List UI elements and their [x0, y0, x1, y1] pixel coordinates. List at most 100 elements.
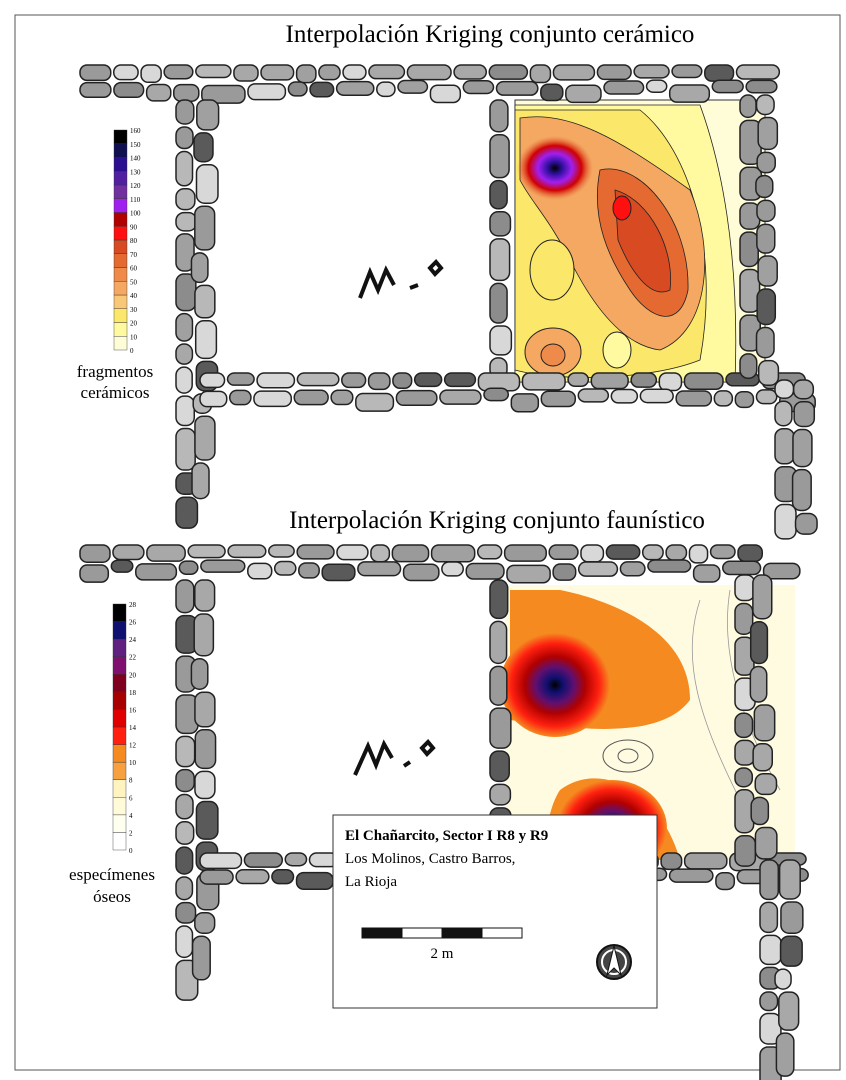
- stone: [80, 65, 111, 80]
- stone: [490, 784, 510, 804]
- stone: [164, 65, 193, 79]
- stone: [393, 373, 412, 388]
- stone: [634, 65, 669, 78]
- stone: [415, 373, 442, 386]
- stone: [740, 232, 758, 266]
- stone: [758, 256, 777, 286]
- legend-swatch: [113, 622, 126, 640]
- stone: [200, 391, 227, 406]
- legend-tick-label: 0: [130, 347, 134, 355]
- figure: Interpolación Kriging conjunto cerámico …: [0, 0, 846, 1080]
- stone: [530, 65, 550, 83]
- stone: [750, 667, 766, 703]
- stone: [631, 373, 656, 387]
- legend-swatch: [113, 639, 126, 657]
- stone: [511, 394, 538, 412]
- stone: [179, 561, 197, 574]
- legend-swatch: [114, 171, 127, 185]
- stone: [111, 560, 132, 572]
- legend-swatch: [113, 674, 126, 692]
- stone: [269, 545, 294, 557]
- stone: [200, 853, 241, 868]
- stone: [297, 65, 316, 83]
- stone: [297, 545, 334, 559]
- legend-swatch: [113, 727, 126, 745]
- stone: [735, 740, 755, 765]
- legend-swatch: [114, 199, 127, 213]
- stone: [288, 82, 307, 96]
- stone: [200, 373, 225, 387]
- stone: [297, 873, 333, 890]
- scale-bar: [402, 928, 442, 938]
- stone: [80, 565, 108, 582]
- legend-tick-label: 160: [130, 127, 141, 135]
- stone: [775, 969, 791, 989]
- stone: [297, 373, 338, 386]
- legend-tick-label: 4: [129, 812, 133, 820]
- stone: [760, 902, 777, 932]
- legend-tick-label: 8: [129, 777, 133, 785]
- stone: [738, 545, 762, 561]
- stone: [758, 117, 777, 149]
- legend-swatch: [114, 213, 127, 227]
- legend-tick-label: 16: [129, 706, 137, 714]
- stone: [248, 563, 272, 578]
- stone: [228, 545, 266, 557]
- stone: [735, 768, 752, 787]
- stone: [490, 212, 510, 236]
- stone: [463, 81, 493, 94]
- stone: [484, 388, 508, 400]
- legend-swatch: [113, 604, 126, 622]
- stone: [248, 84, 285, 100]
- stone: [398, 81, 427, 94]
- legend-label: fragmentos: [77, 362, 153, 381]
- scale-bar: [442, 928, 482, 938]
- legend-tick-label: 120: [130, 182, 141, 190]
- stone: [490, 239, 510, 281]
- stone: [756, 176, 773, 198]
- stone: [430, 85, 460, 102]
- stone: [604, 81, 644, 94]
- legend-tick-label: 150: [130, 141, 141, 149]
- stone: [396, 391, 436, 406]
- stone: [647, 80, 667, 92]
- stone: [676, 391, 711, 406]
- legend-swatch: [114, 240, 127, 254]
- stone: [195, 913, 215, 933]
- legend-swatch: [113, 815, 126, 833]
- stone: [672, 65, 702, 78]
- stone: [194, 614, 213, 656]
- stone: [176, 344, 192, 364]
- stone: [775, 380, 794, 398]
- stone: [489, 65, 527, 79]
- stone: [794, 380, 814, 399]
- legend-tick-label: 130: [130, 168, 141, 176]
- legend-tick-label: 14: [129, 724, 137, 732]
- stone: [796, 513, 818, 534]
- legend-tick-label: 100: [130, 210, 141, 218]
- stone: [236, 870, 269, 884]
- stone: [147, 84, 171, 100]
- legend-swatch: [113, 745, 126, 763]
- legend-swatch: [114, 268, 127, 282]
- stone: [753, 744, 772, 771]
- stone: [757, 224, 775, 253]
- legend-tick-label: 6: [129, 794, 133, 802]
- legend: 0102030405060708090100110120130140150160: [114, 127, 141, 355]
- contour: [517, 136, 593, 200]
- stone: [230, 390, 251, 404]
- info-title: El Chañarcito, Sector I R8 y R9: [345, 828, 548, 844]
- stone: [522, 373, 565, 390]
- info-line: Los Molinos, Castro Barros,: [345, 851, 515, 867]
- stone: [176, 127, 193, 149]
- stone: [740, 354, 757, 378]
- stone: [714, 391, 732, 406]
- stone: [176, 903, 196, 923]
- stone: [740, 95, 756, 117]
- scale-label: 2 m: [431, 946, 454, 962]
- contour: [613, 196, 631, 220]
- stone: [643, 545, 663, 560]
- stone: [759, 361, 779, 386]
- legend-tick-label: 70: [130, 251, 138, 259]
